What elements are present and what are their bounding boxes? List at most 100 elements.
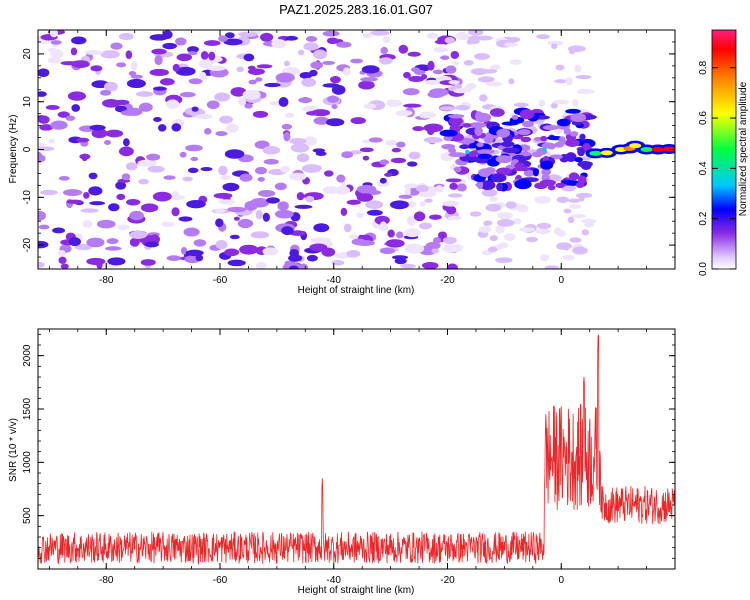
- heatmap-cell: [298, 263, 309, 269]
- heatmap-cell: [152, 191, 172, 202]
- heatmap-cell: [107, 257, 126, 266]
- heatmap-cell: [551, 43, 558, 50]
- heatmap-cell: [565, 108, 581, 114]
- heatmap-cell: [195, 254, 204, 262]
- heatmap-cell: [165, 99, 180, 110]
- heatmap-cell: [257, 176, 265, 182]
- heatmap-cell: [577, 160, 593, 168]
- heatmap-cell: [502, 147, 520, 154]
- heatmap-cell: [558, 136, 566, 146]
- heatmap-cell: [220, 175, 232, 180]
- heatmap-cell: [398, 44, 409, 54]
- y-tick-label: 2000: [22, 344, 33, 367]
- heatmap-cell: [303, 136, 318, 146]
- x-tick-label: 0: [558, 275, 564, 286]
- heatmap-cell: [477, 153, 492, 159]
- heatmap-cell: [433, 47, 449, 53]
- heatmap-cell: [556, 230, 566, 237]
- heatmap-cell: [84, 49, 104, 55]
- heatmap-cell: [358, 80, 375, 90]
- top-x-axis-label: Height of straight line (km): [298, 285, 415, 296]
- heatmap-cell: [350, 58, 363, 64]
- heatmap-cell: [336, 41, 352, 48]
- heatmap-cell: [242, 89, 261, 100]
- heatmap-cell: [114, 105, 127, 113]
- heatmap-cell: [468, 122, 487, 129]
- heatmap-cell: [522, 120, 534, 128]
- heatmap-cell: [562, 254, 575, 261]
- heatmap-cell: [426, 32, 439, 39]
- heatmap-cell: [244, 103, 253, 109]
- heatmap-cell: [185, 144, 203, 152]
- heatmap-cell: [38, 115, 50, 124]
- heatmap-cell: [243, 53, 255, 62]
- heatmap-cell: [289, 172, 307, 181]
- heatmap-cell: [412, 126, 425, 132]
- heatmap-cell: [476, 179, 484, 190]
- heatmap-cell: [315, 151, 327, 156]
- heatmap-cell: [128, 71, 137, 77]
- heatmap-cell: [294, 204, 313, 209]
- heatmap-cell: [238, 97, 247, 106]
- heatmap-cell: [45, 105, 60, 110]
- heatmap-cell: [440, 55, 450, 60]
- heatmap-cell: [48, 138, 55, 144]
- snr-series-line: [38, 334, 675, 566]
- heatmap-cell: [396, 141, 406, 148]
- heatmap-cell: [38, 262, 45, 268]
- heatmap-cell: [179, 151, 187, 158]
- heatmap-cell: [180, 247, 188, 255]
- heatmap-cell: [126, 198, 141, 206]
- heatmap-cell: [199, 71, 207, 81]
- heatmap-cell: [206, 100, 220, 110]
- colorbar-frame: [711, 29, 737, 270]
- heatmap-cell: [274, 209, 294, 219]
- heatmap-cell: [536, 34, 550, 40]
- heatmap-cell: [100, 50, 120, 59]
- heatmap-cell: [159, 78, 175, 86]
- x-tick-label: -20: [440, 275, 455, 286]
- heatmap-cell: [38, 224, 50, 230]
- x-tick-label: -60: [213, 575, 228, 586]
- heatmap-cell: [366, 209, 383, 216]
- heatmap-cell: [534, 195, 551, 204]
- heatmap-cell: [365, 200, 384, 209]
- heatmap-cell: [576, 88, 595, 95]
- top-y-axis: -20 -10 0 10 20: [22, 29, 675, 270]
- heatmap-cell: [263, 158, 279, 165]
- heatmap-cell: [248, 79, 257, 85]
- heatmap-cell: [509, 59, 522, 65]
- heatmap-cell: [76, 137, 90, 143]
- heatmap-cell: [140, 203, 159, 213]
- heatmap-cell: [379, 247, 396, 255]
- heatmap-cell: [301, 164, 322, 173]
- heatmap-cell: [187, 46, 199, 53]
- heatmap-cell: [463, 59, 474, 66]
- heatmap-cell: [96, 219, 116, 229]
- heatmap-cell: [408, 75, 425, 82]
- heatmap-cell: [477, 76, 495, 83]
- heatmap-cell: [535, 227, 551, 235]
- heatmap-cell: [66, 199, 84, 204]
- heatmap-cell: [39, 124, 54, 131]
- heatmap-cell: [341, 151, 354, 159]
- heatmap-cell: [140, 259, 156, 266]
- heatmap-cell: [569, 237, 582, 243]
- heatmap-cell: [49, 30, 58, 38]
- heatmap-cell: [171, 123, 182, 132]
- heatmap-cell: [413, 211, 426, 222]
- heatmap-cell: [298, 97, 313, 103]
- heatmap-cell: [391, 147, 402, 153]
- heatmap-cell: [224, 149, 245, 159]
- heatmap-cell: [479, 94, 488, 102]
- heatmap-cell: [65, 115, 76, 121]
- heatmap-cell: [58, 256, 67, 264]
- heatmap-cell: [306, 254, 318, 262]
- heatmap-cell: [563, 208, 572, 214]
- heatmap-cell: [386, 100, 403, 107]
- heatmap-cell: [340, 207, 348, 217]
- heatmap-cell: [305, 36, 318, 42]
- heatmap-cell: [38, 91, 47, 97]
- heatmap-cell: [404, 243, 425, 254]
- heatmap-cell: [116, 62, 127, 68]
